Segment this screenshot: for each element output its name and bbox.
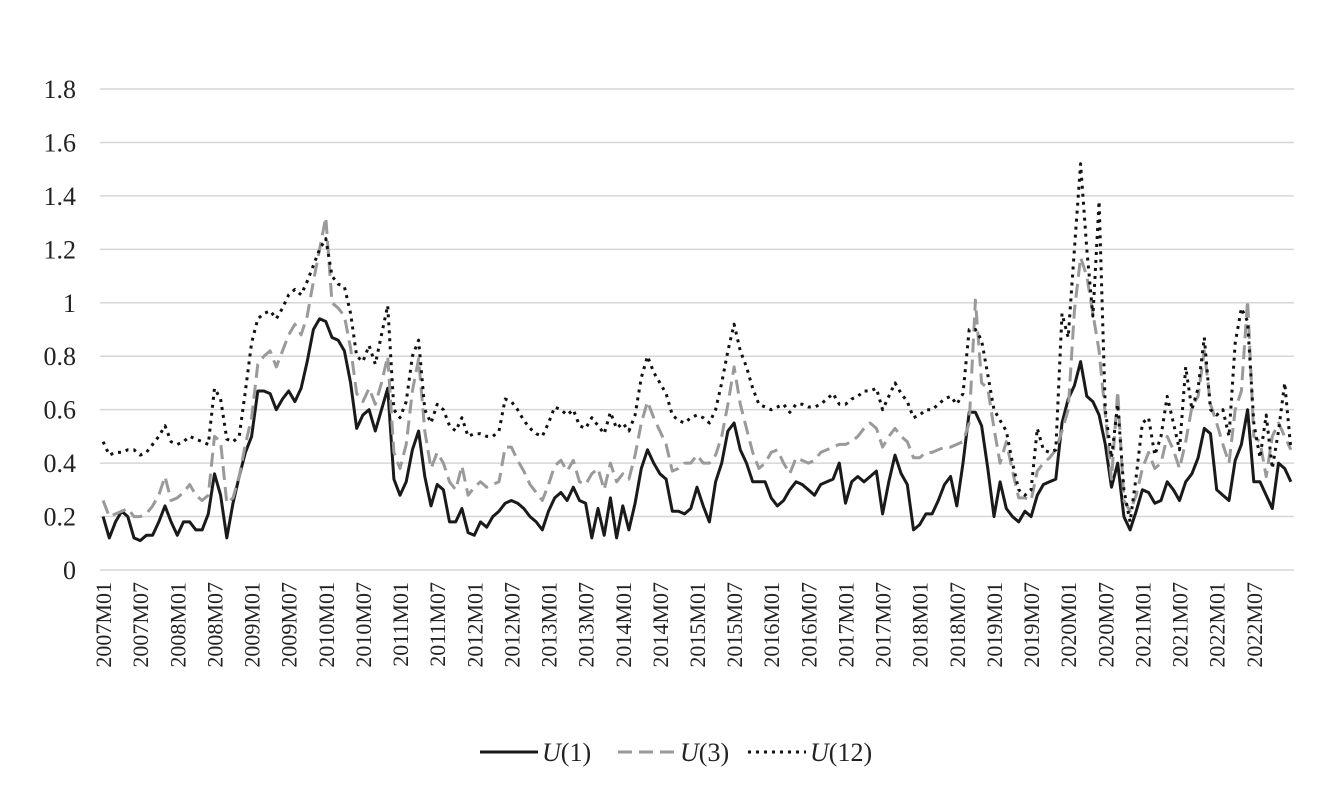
x-tick-label: 2018M07 <box>945 582 970 668</box>
x-tick-label: 2010M07 <box>351 582 376 668</box>
x-tick-label: 2011M01 <box>388 582 413 667</box>
y-tick-label: 1.2 <box>44 235 77 264</box>
x-tick-label: 2019M01 <box>982 582 1007 668</box>
x-tick-label: 2017M01 <box>834 582 859 668</box>
x-tick-label: 2021M07 <box>1168 582 1193 668</box>
gridlines <box>100 88 1294 571</box>
data-series <box>101 162 1293 543</box>
x-tick-label: 2008M01 <box>165 582 190 668</box>
y-tick-label: 1.8 <box>44 75 77 104</box>
x-tick-label: 2018M01 <box>908 582 933 668</box>
legend: U(1) U(3) U(12) <box>480 738 872 767</box>
y-tick-label: 0.4 <box>44 449 77 478</box>
x-tick-label: 2020M07 <box>1093 582 1118 668</box>
x-tick-label: 2007M01 <box>91 582 116 668</box>
x-tick-label: 2020M01 <box>1056 582 1081 668</box>
legend-label: U(12) <box>810 738 872 767</box>
legend-label: U(3) <box>680 738 729 767</box>
x-tick-label: 2010M01 <box>314 582 339 668</box>
legend-label-italic: U <box>542 738 563 767</box>
series-line-u12 <box>101 162 1293 524</box>
legend-label-italic: U <box>680 738 701 767</box>
x-tick-label: 2015M07 <box>722 582 747 668</box>
x-tick-label: 2012M01 <box>462 582 487 668</box>
x-tick-label: 2009M07 <box>277 582 302 668</box>
x-axis-tick-labels: 2007M01 2007M07 2008M01 2008M07 2009M01 2009M… <box>91 582 1267 668</box>
y-tick-label: 0.8 <box>44 342 77 371</box>
legend-label-italic: U <box>810 738 831 767</box>
x-tick-label: 2008M07 <box>203 582 228 668</box>
y-tick-label: 1.4 <box>44 182 77 211</box>
x-tick-label: 2007M07 <box>128 582 153 668</box>
x-tick-label: 2016M07 <box>796 582 821 668</box>
x-tick-label: 2009M01 <box>240 582 265 668</box>
y-tick-label: 0.2 <box>44 503 77 532</box>
x-tick-label: 2013M01 <box>537 582 562 668</box>
x-tick-label: 2011M07 <box>425 582 450 667</box>
x-tick-label: 2022M01 <box>1205 582 1230 668</box>
x-tick-label: 2019M07 <box>1019 582 1044 668</box>
legend-label-suffix: (12) <box>829 738 872 767</box>
series-line-u1 <box>101 317 1293 543</box>
x-tick-label: 2022M07 <box>1242 582 1267 668</box>
y-axis-tick-labels: 0 0.2 0.4 0.6 0.8 1 1.2 1.4 1.6 1.8 <box>44 75 77 585</box>
legend-label-suffix: (3) <box>699 738 729 767</box>
legend-label-suffix: (1) <box>561 738 591 767</box>
y-tick-label: 1 <box>63 289 76 318</box>
series-line-u3 <box>101 215 1293 519</box>
x-tick-label: 2016M01 <box>759 582 784 668</box>
x-tick-label: 2014M01 <box>611 582 636 668</box>
legend-label: U(1) <box>542 738 591 767</box>
x-tick-label: 2015M01 <box>685 582 710 668</box>
x-tick-label: 2013M07 <box>574 582 599 668</box>
x-tick-label: 2014M07 <box>648 582 673 668</box>
x-tick-label: 2021M01 <box>1130 582 1155 668</box>
x-tick-label: 2017M07 <box>871 582 896 668</box>
y-tick-label: 1.6 <box>44 128 77 157</box>
y-tick-label: 0 <box>63 556 76 585</box>
y-tick-label: 0.6 <box>44 396 77 425</box>
x-tick-label: 2012M07 <box>499 582 524 668</box>
